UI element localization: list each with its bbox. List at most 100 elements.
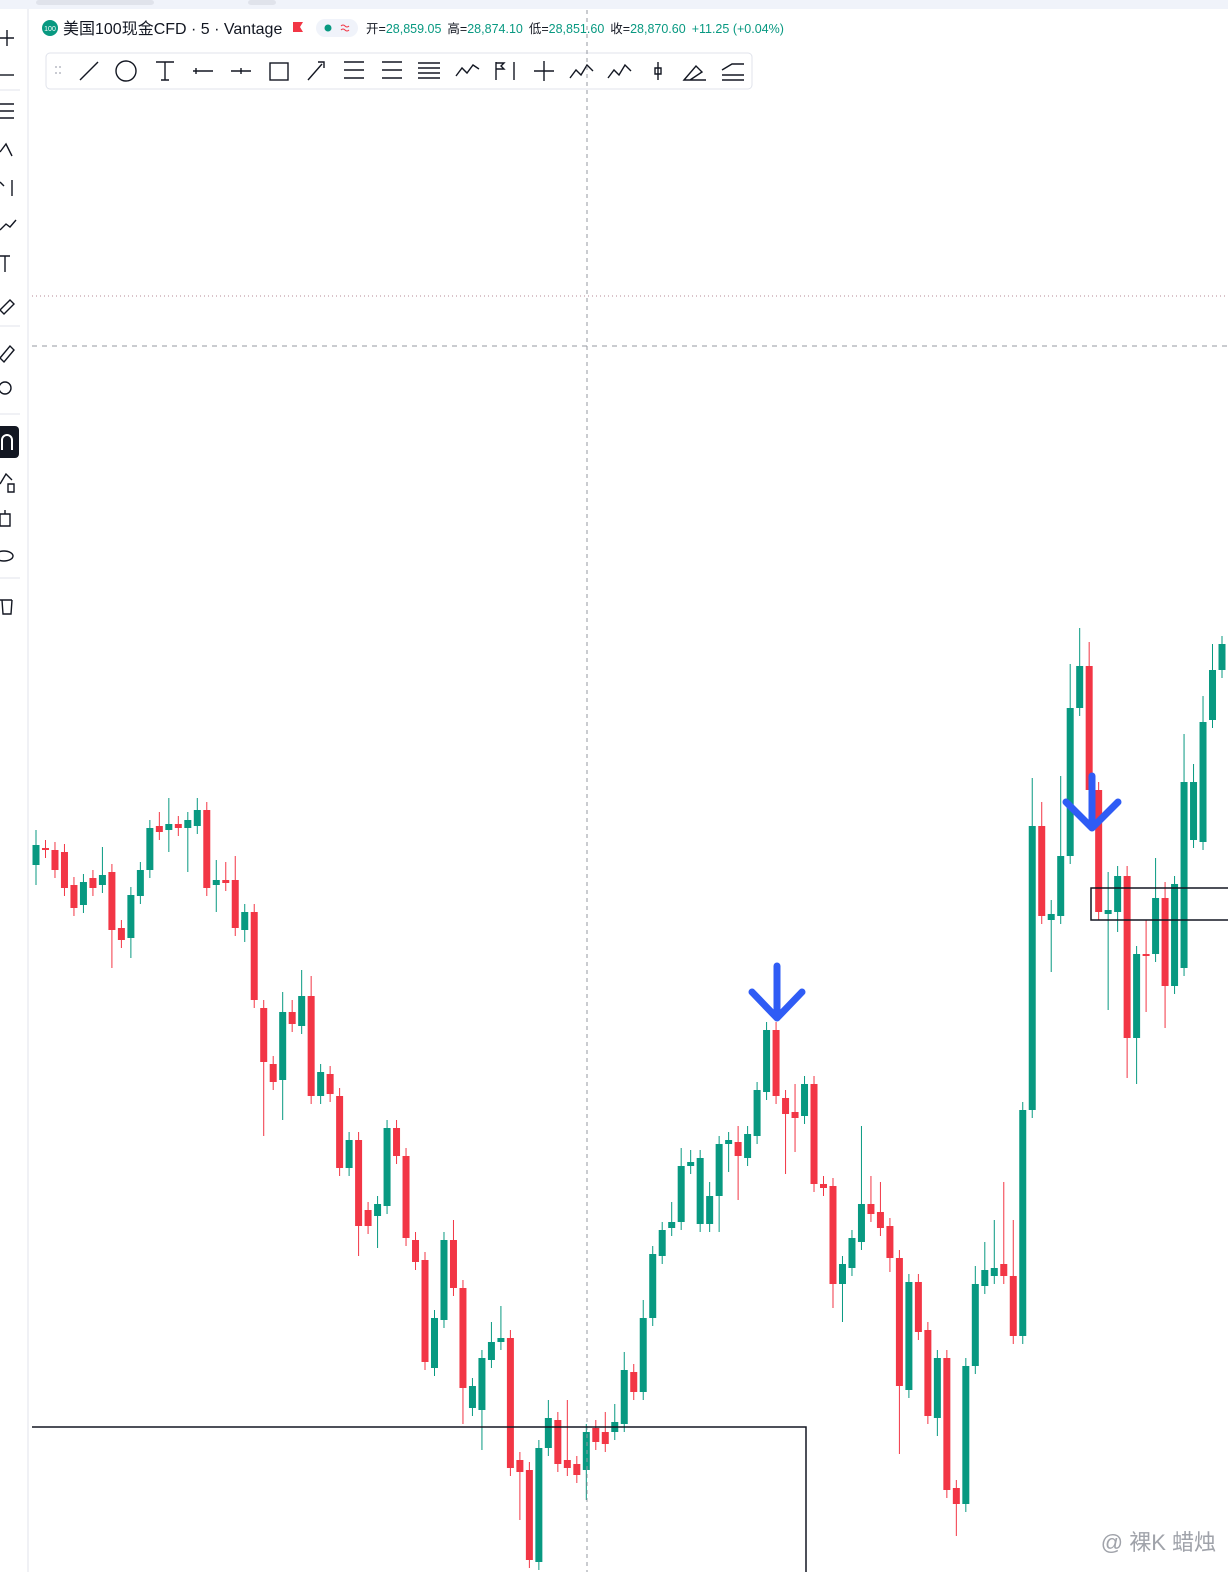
candle-body: [886, 1226, 894, 1258]
symbol-logo-text: 100: [44, 26, 56, 33]
candle-body: [876, 1212, 884, 1228]
text-tool[interactable]: [0, 255, 10, 272]
candle-body: [848, 1238, 856, 1268]
magnet-tool[interactable]: [0, 426, 19, 458]
candle-body: [279, 1012, 287, 1080]
candle-body: [412, 1240, 420, 1262]
fib-tool[interactable]: [0, 103, 14, 119]
lock-tool[interactable]: [0, 472, 15, 493]
rectangle-drawing[interactable]: [32, 1426, 807, 1572]
tool-flag[interactable]: [495, 62, 515, 80]
candle-body: [763, 1030, 771, 1092]
candle-body: [184, 820, 192, 828]
candle-body: [544, 1418, 552, 1448]
arrow-down[interactable]: [1062, 772, 1122, 832]
candle-body: [592, 1428, 600, 1442]
candle-body: [933, 1358, 941, 1418]
candle-body: [1161, 898, 1169, 986]
delete-tool[interactable]: [0, 599, 13, 615]
rectangle-drawing[interactable]: [1090, 887, 1228, 921]
ohlc-value: 28,851.60: [549, 22, 605, 36]
tool-hline[interactable]: [231, 68, 251, 74]
candle-body: [582, 1432, 590, 1470]
tool-pattern[interactable]: [455, 64, 480, 77]
drag-handle[interactable]: [55, 66, 61, 74]
shape-tool[interactable]: [0, 219, 17, 231]
flag[interactable]: [293, 22, 303, 32]
candle-body: [374, 1204, 382, 1216]
symbol-logo: [42, 20, 58, 36]
zoom-tool[interactable]: [0, 381, 12, 395]
candle-body: [269, 1064, 277, 1082]
candle-body: [1000, 1264, 1008, 1276]
tool-fib[interactable]: [344, 61, 364, 79]
candle-body: [810, 1084, 818, 1184]
candle-body: [525, 1470, 533, 1560]
tool-play[interactable]: [115, 60, 137, 82]
candle-body: [1095, 790, 1103, 912]
candle-body: [1028, 826, 1036, 1110]
tab[interactable]: [36, 0, 154, 5]
candle-body: [1085, 666, 1093, 790]
candle-body: [317, 1072, 325, 1096]
candle-body: [924, 1330, 932, 1416]
candle-body: [1047, 914, 1055, 920]
candle-body: [1142, 954, 1150, 956]
candle-body: [355, 1140, 363, 1226]
symbol-title[interactable]: 美国100现金CFD · 5 · Vantage: [63, 20, 282, 38]
candle-body: [51, 850, 59, 870]
pattern-tool[interactable]: [0, 142, 13, 157]
lock-all-tool[interactable]: [0, 510, 11, 527]
candle-body: [914, 1282, 922, 1332]
tool-cross[interactable]: [534, 61, 554, 81]
candle-body: [1123, 876, 1131, 1038]
candle-body: [1057, 856, 1065, 916]
candle-body: [649, 1254, 657, 1318]
forecast-tool[interactable]: [0, 180, 13, 196]
tool-abc[interactable]: [607, 63, 632, 79]
candle-body: [905, 1282, 913, 1390]
candle-body: [98, 875, 106, 885]
status-pill: [316, 19, 358, 37]
tool-channel[interactable]: [418, 62, 440, 79]
candle-body: [563, 1460, 571, 1468]
candle-body: [89, 878, 97, 888]
tool-candle[interactable]: [654, 62, 662, 80]
candle-body: [326, 1074, 334, 1094]
candle-body: [1133, 954, 1141, 1038]
candle-body: [744, 1134, 752, 1158]
ohlc-value: 28,874.10: [467, 22, 523, 36]
arrow-down[interactable]: [748, 962, 806, 1022]
hide-tool[interactable]: [0, 550, 14, 562]
candle-body: [1019, 1110, 1027, 1336]
candle-body: [601, 1432, 609, 1444]
ohlc-label: 开=: [366, 22, 386, 36]
tool-trendline[interactable]: [79, 61, 99, 81]
candle-body: [393, 1128, 401, 1156]
candle-body: [231, 880, 239, 928]
candle-body: [60, 852, 68, 888]
tool-arrow[interactable]: [307, 61, 325, 81]
tool-text[interactable]: [156, 61, 174, 81]
candle-body: [962, 1366, 970, 1504]
ruler-tool[interactable]: [0, 344, 15, 364]
candle-body: [952, 1488, 960, 1504]
candle-body: [639, 1318, 647, 1392]
candle-body: [383, 1128, 391, 1206]
plot-area: [32, 628, 1226, 1570]
candle-body: [241, 912, 249, 930]
tool-brush[interactable]: [682, 64, 706, 81]
candle-body: [1180, 782, 1188, 968]
tab[interactable]: [248, 0, 276, 5]
crosshair-tool[interactable]: [0, 30, 14, 46]
tool-fan[interactable]: [721, 63, 744, 81]
tool-fib-ext[interactable]: [382, 61, 402, 79]
candle-body: [943, 1358, 951, 1490]
icon-tool[interactable]: [0, 299, 15, 315]
candle-body: [867, 1204, 875, 1214]
tool-rect[interactable]: [269, 62, 289, 81]
tool-elliott[interactable]: [569, 63, 594, 79]
candle-body: [1009, 1276, 1017, 1336]
tool-ray[interactable]: [193, 68, 213, 74]
